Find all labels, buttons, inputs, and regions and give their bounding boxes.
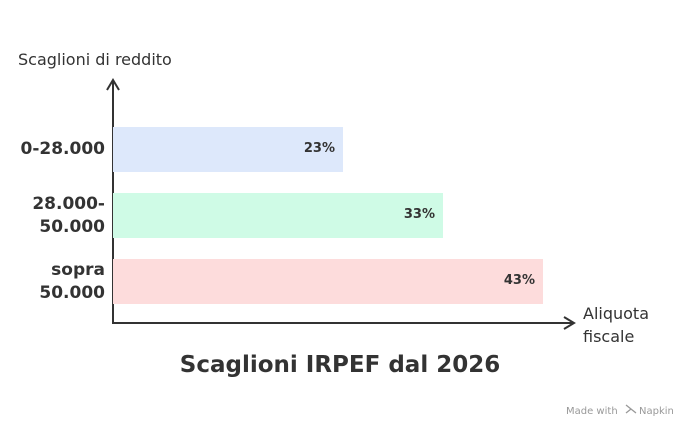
bar xyxy=(113,259,543,304)
napkin-icon xyxy=(625,404,637,414)
y-tick-label: sopra 50.000 xyxy=(39,259,105,303)
y-axis-arrow xyxy=(106,78,120,91)
watermark: Made with xyxy=(566,406,618,417)
y-axis-label: Scaglioni di reddito xyxy=(18,50,172,69)
x-axis-arrow xyxy=(563,316,576,330)
value-label: 43% xyxy=(503,272,535,288)
y-tick-label: 28.000- 50.000 xyxy=(32,193,105,237)
x-axis-label: Aliquota fiscale xyxy=(583,304,649,346)
value-label: 33% xyxy=(403,206,435,222)
bar xyxy=(113,127,343,172)
bar xyxy=(113,193,443,238)
chart-title: Scaglioni IRPEF dal 2026 xyxy=(180,352,500,378)
value-label: 23% xyxy=(303,140,335,156)
y-tick-label: 0-28.000 xyxy=(20,139,106,159)
watermark: Napkin xyxy=(639,406,674,417)
